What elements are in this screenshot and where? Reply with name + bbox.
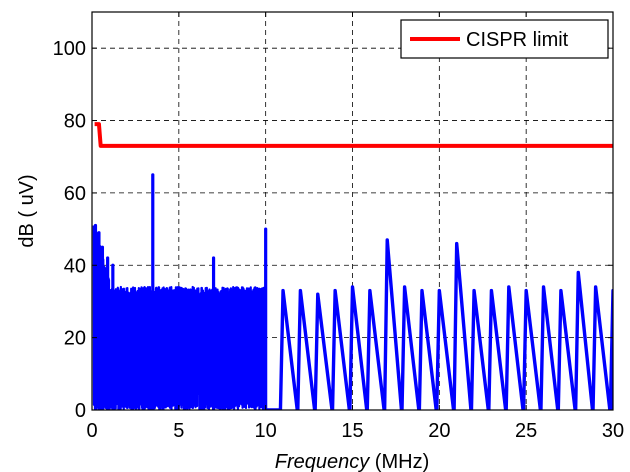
y-tick-label: 60 bbox=[64, 183, 86, 205]
series-layer bbox=[92, 122, 613, 410]
x-axis-title: Frequency (MHz) bbox=[275, 451, 429, 472]
x-tick-labels: 0 5 10 15 20 25 30 bbox=[86, 420, 624, 442]
y-axis-title: dB ( uV) bbox=[16, 174, 38, 247]
y-tick-label: 40 bbox=[64, 255, 86, 277]
x-tick-label: 25 bbox=[515, 420, 537, 442]
y-tick-label: 20 bbox=[64, 328, 86, 350]
tick-marks bbox=[91, 12, 614, 411]
y-tick-labels: 0 20 40 60 80 100 bbox=[53, 38, 86, 422]
y-tick-label: 0 bbox=[75, 400, 86, 422]
legend: CISPR limit bbox=[400, 19, 609, 59]
x-tick-label: 30 bbox=[602, 420, 624, 442]
x-tick-label: 0 bbox=[86, 420, 97, 442]
x-tick-label: 15 bbox=[341, 420, 363, 442]
spectrum-dense-band bbox=[92, 225, 267, 410]
x-tick-label: 10 bbox=[255, 420, 277, 442]
legend-label-cispr-limit: CISPR limit bbox=[466, 29, 569, 51]
spectrum-sawtooth bbox=[265, 238, 613, 410]
cispr-limit-line bbox=[94, 122, 613, 148]
x-tick-label: 20 bbox=[428, 420, 450, 442]
y-tick-label: 80 bbox=[64, 111, 86, 133]
y-tick-label: 100 bbox=[53, 38, 86, 60]
x-tick-label: 5 bbox=[173, 420, 184, 442]
